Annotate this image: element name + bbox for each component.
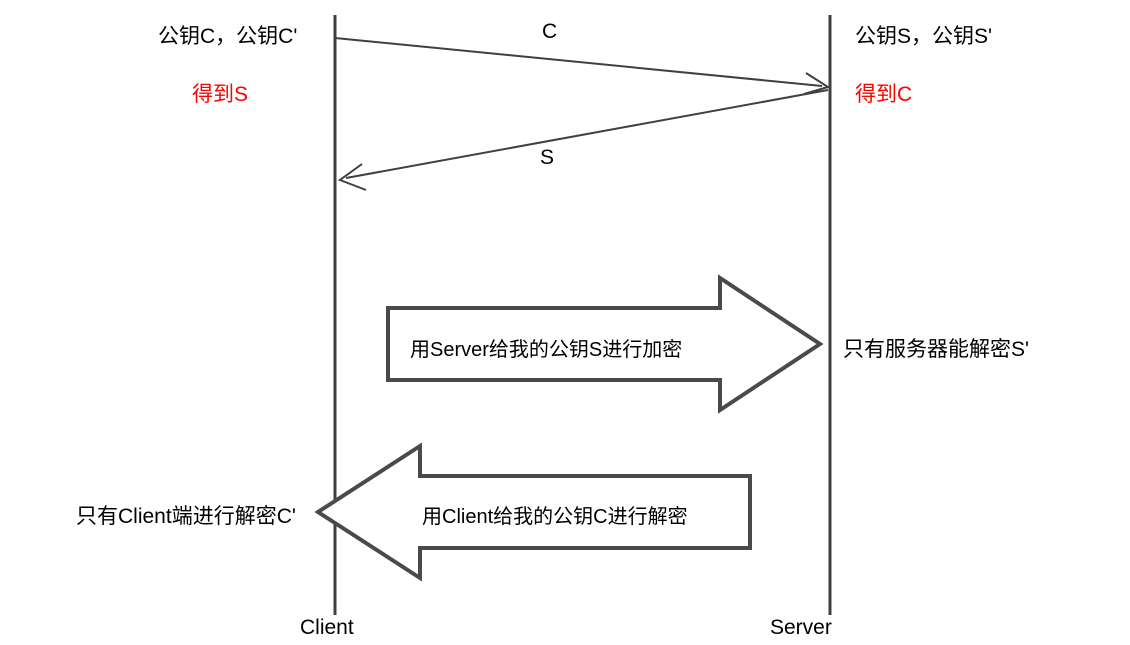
client-name-label: Client (300, 616, 354, 640)
client-got-s-label: 得到S (192, 78, 248, 108)
server-name-label: Server (770, 616, 832, 640)
server-keys-label: 公钥S，公钥S' (855, 20, 992, 50)
arrow-c-text: C (542, 20, 557, 44)
client-keys-label: 公钥C，公钥C' (158, 20, 297, 50)
server-decrypt-label: 只有服务器能解密S' (843, 333, 1029, 363)
client-decrypt-label: 只有Client端进行解密C' (76, 500, 296, 530)
arrow-s (340, 90, 828, 190)
arrow-s-text: S (540, 146, 554, 170)
decrypt-text: 用Client给我的公钥C进行解密 (422, 500, 688, 529)
diagram-svg (0, 0, 1130, 645)
server-got-c-label: 得到C (855, 78, 912, 108)
arrow-c (335, 38, 828, 94)
diagram-stage: 公钥C，公钥C' 公钥S，公钥S' 得到S 得到C C S 用Server给我的… (0, 0, 1130, 645)
encrypt-text: 用Server给我的公钥S进行加密 (410, 333, 682, 362)
